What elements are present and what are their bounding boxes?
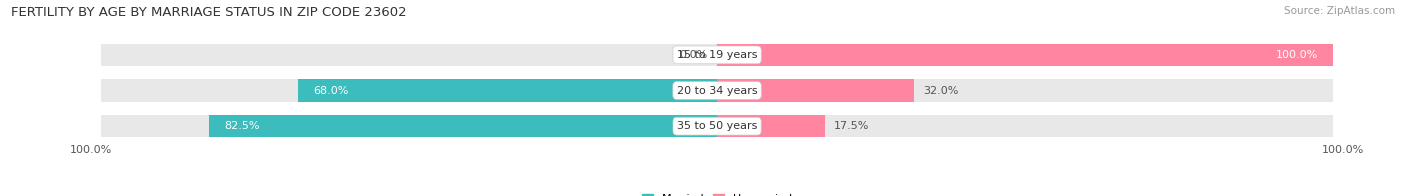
Text: 17.5%: 17.5% [834,121,869,131]
Bar [209,115,717,137]
Text: 32.0%: 32.0% [924,85,959,95]
Text: 82.5%: 82.5% [225,121,260,131]
Text: 100.0%: 100.0% [1275,50,1317,60]
Legend: Married, Unmarried: Married, Unmarried [637,189,797,196]
Bar [101,44,1333,66]
Text: 20 to 34 years: 20 to 34 years [676,85,758,95]
Text: Source: ZipAtlas.com: Source: ZipAtlas.com [1284,6,1395,16]
Text: FERTILITY BY AGE BY MARRIAGE STATUS IN ZIP CODE 23602: FERTILITY BY AGE BY MARRIAGE STATUS IN Z… [11,6,406,19]
Bar [717,115,825,137]
Text: 15 to 19 years: 15 to 19 years [676,50,758,60]
Bar [101,115,1333,137]
Text: 68.0%: 68.0% [314,85,349,95]
Bar [717,79,914,102]
Bar [101,79,1333,102]
Text: 100.0%: 100.0% [1322,145,1364,155]
Bar [298,79,717,102]
Text: 35 to 50 years: 35 to 50 years [676,121,758,131]
Bar [717,44,1333,66]
Text: 100.0%: 100.0% [70,145,112,155]
Text: 0.0%: 0.0% [679,50,707,60]
